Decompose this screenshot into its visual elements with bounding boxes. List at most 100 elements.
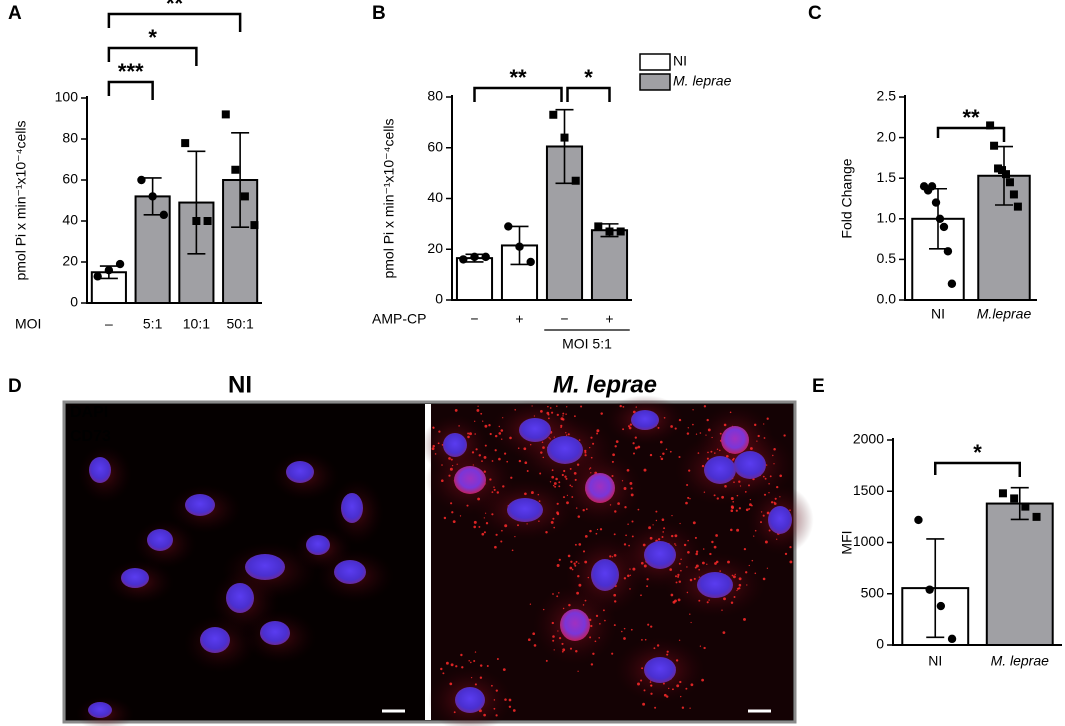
puncta: [493, 699, 496, 701]
puncta: [632, 442, 635, 445]
puncta: [689, 707, 691, 709]
puncta: [743, 547, 747, 551]
puncta: [714, 452, 716, 454]
puncta: [705, 434, 707, 436]
puncta: [721, 495, 724, 499]
puncta: [689, 498, 691, 500]
puncta: [558, 558, 561, 561]
puncta: [578, 543, 582, 546]
puncta: [702, 548, 705, 550]
puncta: [602, 609, 605, 612]
nucleus: [547, 436, 583, 464]
puncta: [561, 650, 564, 653]
puncta: [625, 534, 627, 537]
data-point: [459, 255, 468, 264]
puncta: [431, 447, 435, 451]
y-tick-label: 80: [427, 88, 443, 104]
puncta: [744, 491, 747, 493]
puncta: [554, 485, 557, 488]
puncta: [678, 418, 682, 422]
puncta: [471, 451, 475, 454]
puncta: [557, 630, 559, 632]
puncta: [582, 509, 585, 512]
data-point: [1032, 512, 1041, 521]
nucleus: [306, 535, 330, 555]
puncta: [553, 649, 555, 651]
nucleus: [443, 433, 467, 457]
data-point: [148, 192, 157, 201]
puncta: [706, 457, 709, 460]
puncta: [514, 409, 516, 411]
puncta: [539, 472, 542, 475]
puncta: [635, 406, 637, 408]
puncta: [574, 478, 577, 481]
puncta: [549, 407, 552, 409]
puncta: [678, 639, 681, 641]
puncta: [784, 552, 788, 556]
puncta: [541, 441, 544, 443]
puncta: [582, 604, 585, 606]
nucleus: [734, 451, 766, 479]
puncta: [448, 457, 451, 460]
puncta: [565, 432, 567, 434]
puncta: [762, 577, 766, 581]
y-tick-label: 1000: [853, 533, 884, 549]
y-axis-label: pmol Pi x min⁻¹x10⁻⁴cells: [13, 120, 29, 280]
puncta: [751, 559, 754, 562]
nucleus: [644, 657, 676, 683]
y-tick-label: 40: [427, 189, 443, 205]
puncta: [641, 667, 644, 670]
puncta: [589, 467, 592, 469]
puncta: [609, 555, 612, 558]
puncta: [569, 467, 572, 470]
significance-label: *: [148, 25, 157, 50]
puncta: [569, 484, 572, 487]
puncta: [500, 429, 504, 432]
nucleus: [704, 456, 736, 484]
puncta: [619, 404, 622, 408]
puncta: [587, 576, 589, 579]
puncta: [589, 529, 592, 533]
puncta: [687, 427, 689, 429]
puncta: [550, 520, 554, 524]
puncta: [745, 508, 749, 512]
puncta: [478, 709, 482, 713]
puncta: [590, 663, 594, 666]
puncta: [438, 430, 441, 433]
puncta: [584, 450, 586, 452]
puncta: [675, 544, 677, 546]
puncta: [517, 524, 519, 527]
puncta: [719, 432, 722, 435]
puncta: [592, 442, 595, 445]
puncta: [688, 469, 691, 472]
puncta: [567, 433, 570, 436]
puncta: [482, 420, 484, 422]
puncta: [488, 424, 491, 427]
puncta: [506, 460, 509, 463]
puncta: [551, 475, 555, 479]
puncta: [695, 552, 698, 556]
puncta: [504, 698, 507, 701]
puncta: [629, 588, 631, 590]
legend-label: NI: [673, 53, 687, 69]
puncta: [578, 562, 580, 564]
data-point: [986, 121, 995, 130]
puncta: [441, 464, 443, 466]
puncta: [646, 578, 649, 581]
puncta: [646, 585, 649, 588]
data-point: [470, 252, 479, 262]
puncta: [640, 679, 643, 682]
puncta: [573, 472, 577, 475]
puncta: [553, 526, 556, 529]
puncta: [731, 506, 734, 509]
puncta: [716, 448, 719, 451]
puncta: [577, 515, 581, 518]
data-point: [925, 585, 934, 594]
puncta: [677, 573, 680, 577]
nucleus: [121, 568, 149, 588]
puncta: [552, 635, 555, 638]
puncta: [662, 452, 665, 455]
data-point: [1009, 190, 1018, 199]
puncta: [630, 628, 633, 631]
